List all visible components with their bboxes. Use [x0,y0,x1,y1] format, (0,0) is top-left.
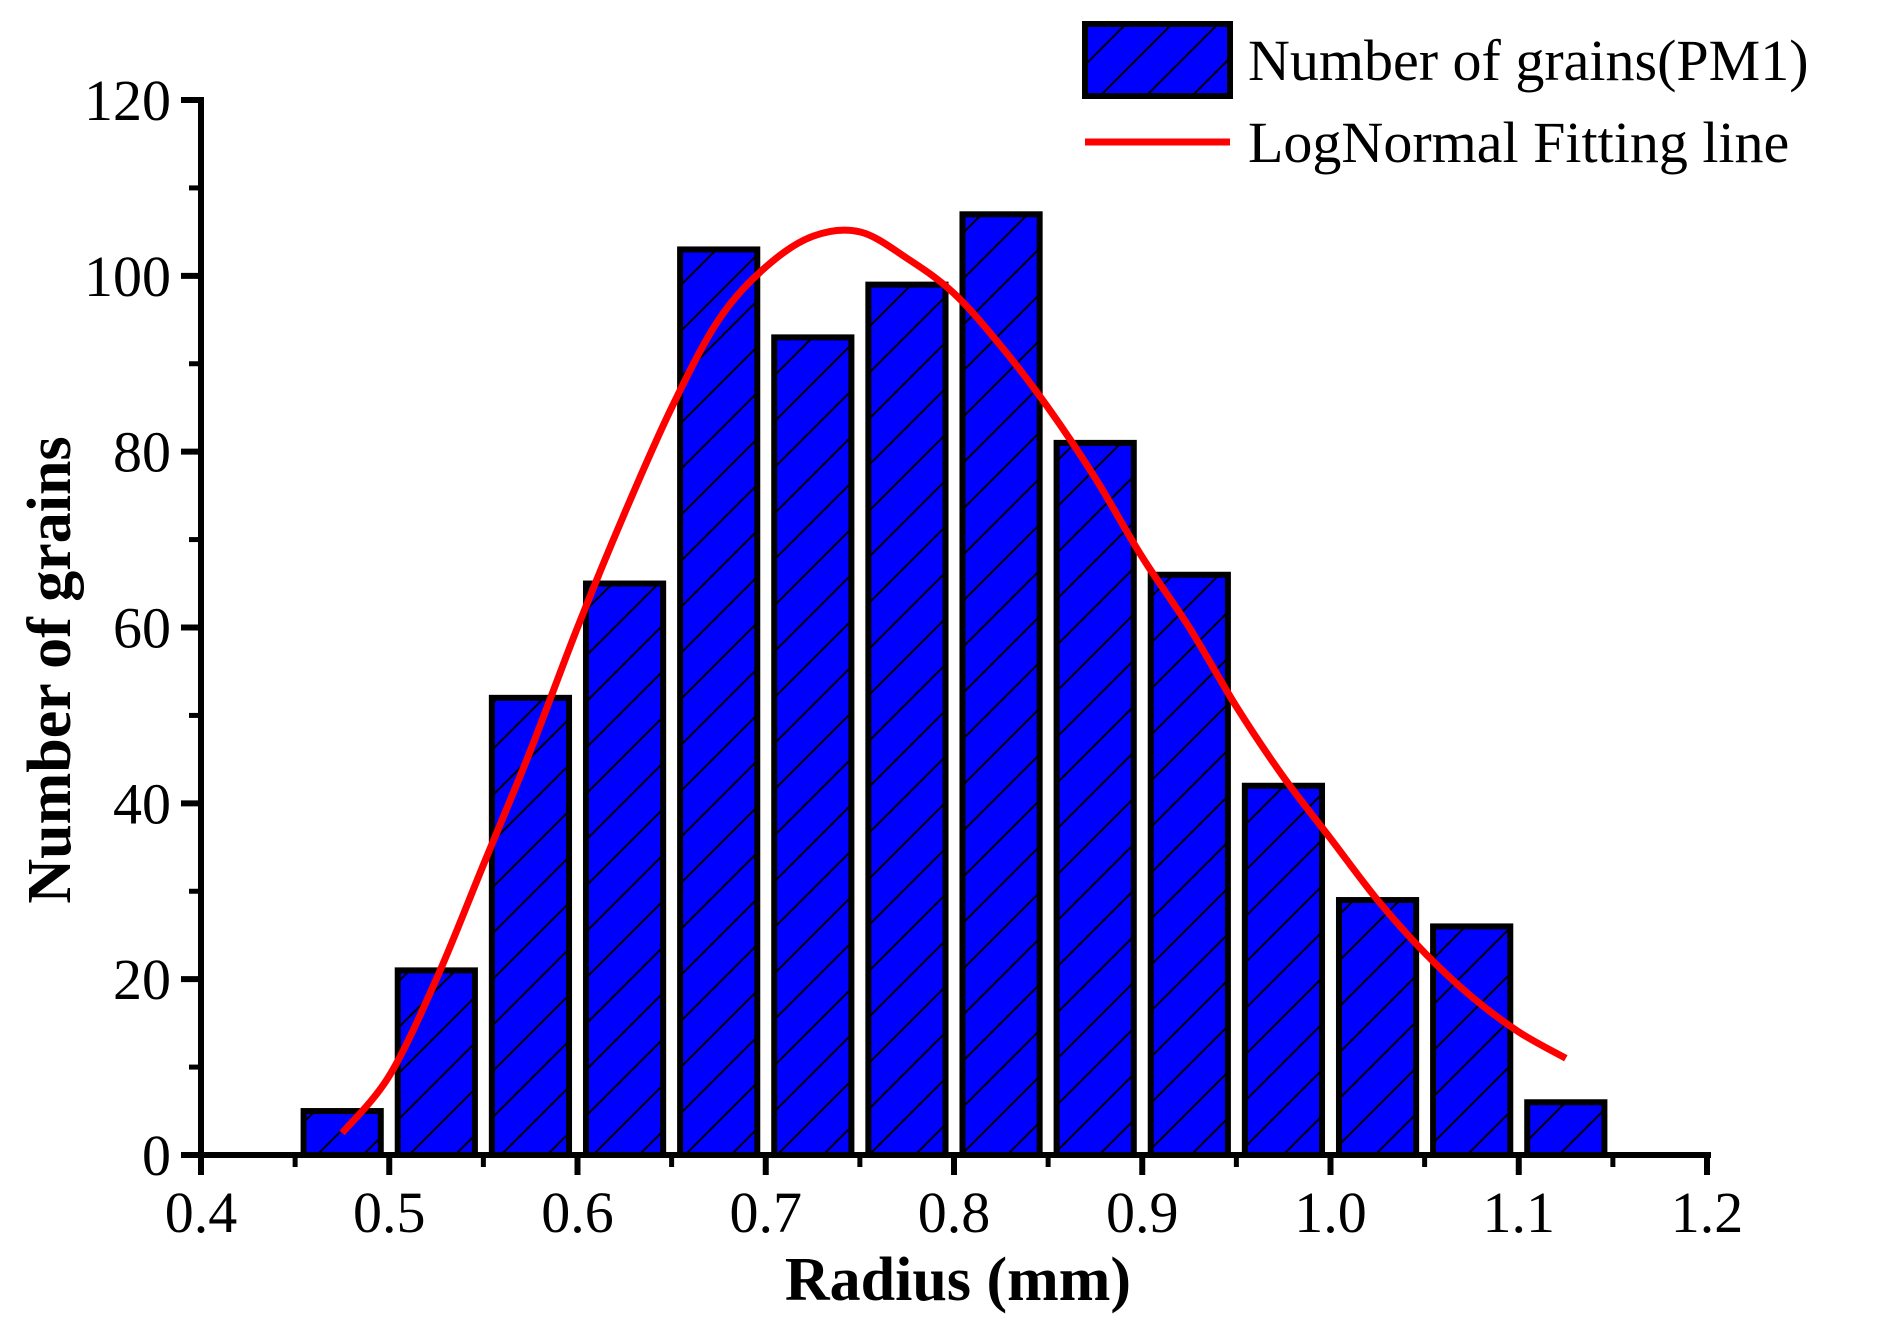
histogram-bar [959,211,1043,1158]
lognormal-fit-line [339,226,1568,1136]
histogram-bar [1524,1099,1608,1158]
histogram-bar [394,967,478,1158]
histogram-bar [582,580,667,1158]
x-axis-title: Radius (mm) [785,1246,1131,1314]
y-tick-label: 120 [84,68,171,133]
histogram-bar [771,334,855,1158]
histogram-bar [488,694,573,1158]
fit-curve-layer [339,226,1568,1136]
x-tick-label: 0.9 [1106,1180,1179,1245]
y-tick-label: 100 [84,244,171,309]
x-tick-label: 1.1 [1483,1180,1556,1245]
legend-bar-label: Number of grains(PM1) [1248,28,1809,93]
histogram-bar [1147,571,1231,1158]
legend-line-label: LogNormal Fitting line [1248,110,1789,175]
x-tick-label: 1.0 [1294,1180,1367,1245]
y-tick-label: 60 [113,596,171,661]
bars-layer [300,211,1608,1159]
histogram-bar [677,246,761,1159]
y-tick-label: 80 [113,420,171,485]
histogram-bar [1430,923,1514,1159]
y-tick-label: 20 [113,947,171,1012]
x-tick-label: 0.7 [730,1180,803,1245]
x-tick-label: 0.8 [918,1180,991,1245]
histogram-bar [1335,897,1420,1159]
x-tick-label: 1.2 [1671,1180,1744,1245]
legend: Number of grains(PM1) LogNormal Fitting … [1082,21,1809,175]
x-tick-label: 0.4 [165,1180,238,1245]
y-axis-title: Number of grains [16,436,84,903]
x-tick-label: 0.5 [353,1180,426,1245]
histogram-bar [865,281,949,1158]
x-tick-label: 0.6 [541,1180,614,1245]
y-tick-label: 0 [142,1123,171,1188]
ticks-layer: 0.4 0.5 0.6 0.7 0.8 0.9 1.0 1.1 1.2 0 20 40 60 80 100 1… [84,68,1743,1245]
legend-bar-swatch [1082,21,1233,99]
y-tick-label: 40 [113,771,171,836]
histogram-bar [1053,439,1137,1158]
histogram-bar [1241,782,1326,1158]
